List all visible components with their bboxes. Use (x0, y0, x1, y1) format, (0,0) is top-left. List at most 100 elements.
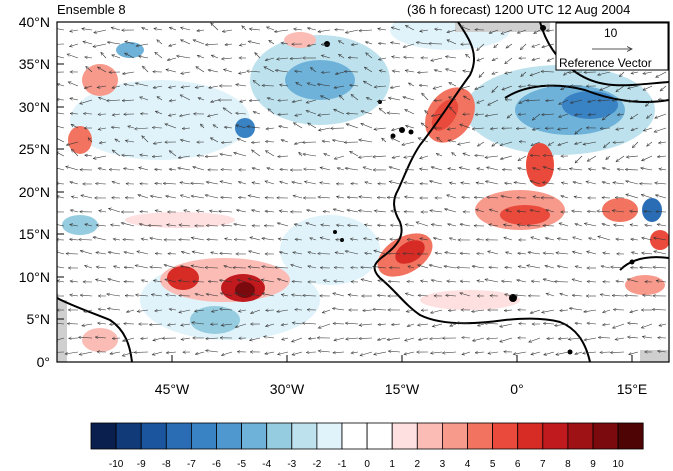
wind-vector (406, 126, 415, 129)
wind-vector (506, 252, 513, 254)
wind-vector (319, 127, 331, 130)
shaded-field (57, 22, 669, 362)
wind-vector (374, 128, 387, 129)
wind-vector (248, 267, 261, 268)
wind-vector (181, 324, 191, 325)
wind-vector (575, 155, 583, 163)
wind-vector (420, 30, 429, 31)
wind-vector (377, 100, 387, 102)
wind-vector (321, 225, 331, 226)
wind-vector (80, 295, 93, 296)
wind-vector (318, 254, 331, 255)
wind-vector (404, 57, 415, 58)
wind-vector (644, 211, 653, 212)
wind-vector (389, 167, 401, 171)
wind-vector (206, 182, 219, 185)
wind-vector (112, 55, 121, 59)
wind-vector (181, 86, 191, 87)
wind-vector (182, 128, 191, 129)
wind-vector (643, 127, 653, 131)
wind-vector (324, 154, 331, 157)
wind-vector (583, 141, 597, 144)
wind-vector (640, 267, 653, 268)
wind-vector (262, 266, 275, 268)
wind-vector (546, 100, 555, 101)
wind-vector (320, 167, 331, 171)
wind-vector (278, 114, 289, 115)
wind-vector (318, 323, 331, 328)
wind-vector (211, 55, 219, 59)
wind-vector (446, 295, 457, 296)
wind-vector (404, 351, 415, 354)
wind-vector (531, 351, 541, 355)
wind-vector (135, 128, 149, 129)
med-coastline (504, 84, 669, 103)
colorbar-label: -10 (108, 459, 124, 470)
wind-vector (501, 196, 513, 199)
wind-vector (167, 57, 177, 60)
wind-vector (626, 156, 639, 157)
wind-vector (631, 72, 639, 74)
wind-vector (570, 99, 583, 103)
wind-vector (447, 128, 457, 129)
wind-vector (643, 72, 653, 74)
wind-vector (310, 238, 317, 240)
wind-vector (107, 42, 121, 45)
wind-vector (558, 169, 569, 170)
wind-vector (150, 267, 163, 268)
wind-vector (431, 309, 443, 313)
wind-vector (545, 238, 555, 241)
wind-vector (530, 71, 541, 76)
wind-vector (306, 111, 317, 115)
wind-vector (407, 282, 415, 283)
wind-vector (57, 196, 65, 198)
wind-vector (460, 224, 471, 226)
wind-vector (630, 211, 639, 212)
wind-vector (560, 310, 569, 311)
wind-vector (574, 197, 583, 198)
wind-vector (588, 99, 597, 102)
wind-vector (558, 338, 569, 339)
wind-vector (529, 337, 541, 342)
wind-vector (169, 44, 177, 46)
wind-vector (572, 252, 583, 255)
wind-vector (559, 99, 569, 104)
wind-vector (420, 155, 429, 159)
wind-vector (504, 310, 513, 311)
wind-vector (631, 239, 639, 240)
wind-vector (472, 128, 485, 129)
wind-vector (547, 338, 555, 339)
wind-vector (543, 323, 555, 324)
wind-vector (294, 224, 303, 226)
wind-vector (166, 196, 177, 199)
wind-vector (261, 280, 275, 283)
wind-vector (279, 211, 289, 212)
colorbar-label: -1 (337, 459, 347, 470)
wind-vector (345, 323, 359, 324)
colorbar-label: 2 (414, 459, 421, 470)
wind-vector (406, 310, 415, 312)
wind-vector (168, 324, 177, 325)
colorbar-swatch (165, 422, 192, 450)
wind-vector (655, 183, 667, 184)
wind-vector (417, 72, 429, 73)
wind-vector (114, 266, 121, 268)
wind-vector (542, 43, 555, 47)
wind-vector (477, 281, 485, 283)
wind-vector (269, 40, 275, 45)
colorbar-swatch (190, 422, 217, 450)
wind-vector (642, 238, 653, 241)
wind-vector (361, 111, 373, 115)
wind-vector (617, 114, 625, 115)
wind-vector (166, 69, 177, 73)
wind-vector (98, 97, 107, 101)
wind-vector (598, 236, 611, 241)
wind-vector (339, 95, 345, 101)
wind-vector (518, 168, 527, 171)
wind-vector (198, 98, 205, 100)
wind-vector (344, 71, 359, 72)
wind-vector (548, 141, 555, 145)
wind-vector (477, 141, 485, 146)
wind-vector (514, 182, 527, 184)
wind-vector (628, 337, 639, 338)
